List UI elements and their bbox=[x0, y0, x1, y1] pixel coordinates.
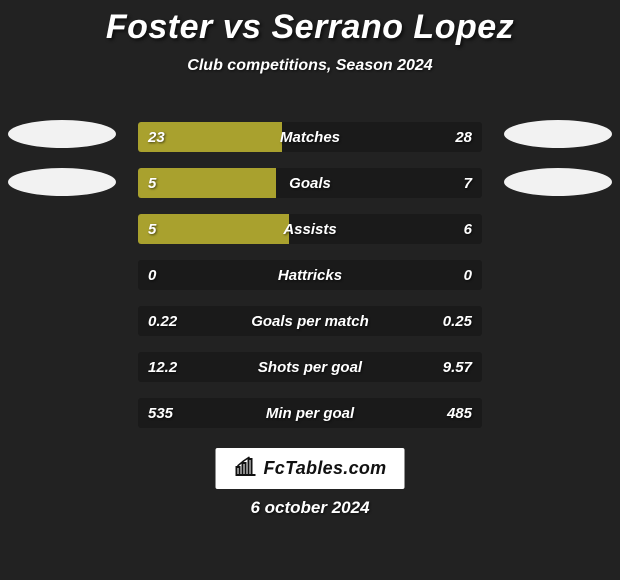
stat-label: Goals per match bbox=[138, 306, 482, 336]
stat-label: Assists bbox=[138, 214, 482, 244]
stat-value-right: 6 bbox=[464, 214, 472, 244]
stat-value-right: 0 bbox=[464, 260, 472, 290]
stat-label: Min per goal bbox=[138, 398, 482, 428]
player-ellipse bbox=[504, 168, 612, 196]
comparison-card: Foster vs Serrano Lopez Club competition… bbox=[0, 0, 620, 580]
stat-value-right: 0.25 bbox=[443, 306, 472, 336]
title: Foster vs Serrano Lopez bbox=[0, 0, 620, 47]
stat-row: 535Min per goal485 bbox=[138, 398, 482, 428]
stat-row: 23Matches28 bbox=[138, 122, 482, 152]
stat-value-right: 9.57 bbox=[443, 352, 472, 382]
stat-label: Goals bbox=[138, 168, 482, 198]
stat-label: Shots per goal bbox=[138, 352, 482, 382]
chart-icon bbox=[234, 454, 258, 483]
watermark: FcTables.com bbox=[216, 448, 405, 489]
player-right-markers bbox=[504, 120, 612, 196]
watermark-text: FcTables.com bbox=[264, 458, 387, 479]
player-ellipse bbox=[8, 120, 116, 148]
stat-row: 0Hattricks0 bbox=[138, 260, 482, 290]
stat-label: Matches bbox=[138, 122, 482, 152]
player-ellipse bbox=[504, 120, 612, 148]
date: 6 october 2024 bbox=[0, 498, 620, 518]
stat-row: 12.2Shots per goal9.57 bbox=[138, 352, 482, 382]
player-left-markers bbox=[8, 120, 116, 196]
stat-value-right: 7 bbox=[464, 168, 472, 198]
stat-value-right: 28 bbox=[455, 122, 472, 152]
subtitle: Club competitions, Season 2024 bbox=[0, 57, 620, 75]
stat-rows: 23Matches28 5Goals7 5Assists6 0Hattricks0 0.… bbox=[138, 122, 482, 428]
stat-row: 0.22Goals per match0.25 bbox=[138, 306, 482, 336]
stat-label: Hattricks bbox=[138, 260, 482, 290]
stat-value-right: 485 bbox=[447, 398, 472, 428]
stat-row: 5Goals7 bbox=[138, 168, 482, 198]
stat-row: 5Assists6 bbox=[138, 214, 482, 244]
player-ellipse bbox=[8, 168, 116, 196]
